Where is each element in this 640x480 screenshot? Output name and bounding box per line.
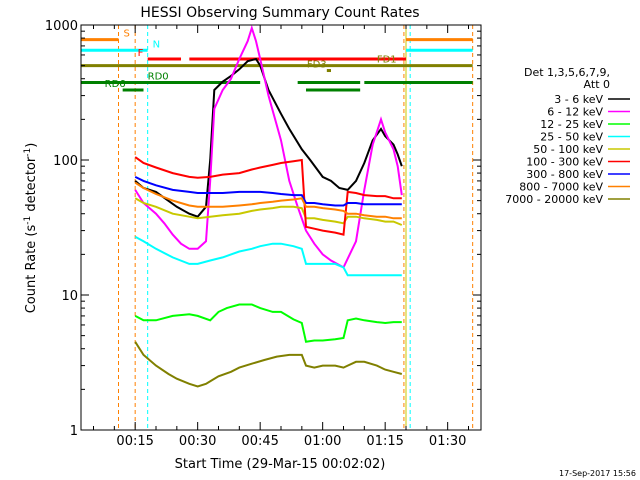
- x-tick-label: 00:15: [116, 434, 153, 449]
- series-line: [134, 57, 403, 218]
- flag-label: FD3: [307, 60, 327, 71]
- series-line: [134, 156, 402, 236]
- flag-label: N: [153, 39, 160, 50]
- series-line: [134, 175, 402, 207]
- legend-title: Det 1,3,5,6,7,9,: [524, 66, 610, 79]
- y-tick-label: 100: [53, 154, 78, 169]
- x-tick-label: 00:30: [179, 434, 216, 449]
- series-line: [134, 24, 403, 269]
- y-tick-label: 10: [61, 289, 78, 304]
- timestamp: 17-Sep-2017 15:56: [559, 469, 636, 478]
- legend-label: 800 - 7000 keV: [519, 181, 603, 194]
- chart-title: HESSI Observing Summary Count Rates: [140, 5, 419, 21]
- series-line: [134, 341, 403, 388]
- flag-label: RD6: [105, 79, 126, 90]
- series-line: [134, 303, 402, 343]
- legend-label: 7000 - 20000 keV: [505, 193, 603, 206]
- legend-label: 25 - 50 keV: [540, 131, 603, 144]
- x-tick-label: 01:00: [304, 434, 341, 449]
- x-tick-label: 00:45: [241, 434, 278, 449]
- series-line: [134, 197, 403, 226]
- y-tick-label: 1: [70, 424, 78, 439]
- legend-label: 100 - 300 keV: [526, 156, 603, 169]
- x-tick-label: 01:30: [429, 434, 466, 449]
- legend-label: 300 - 800 keV: [526, 168, 603, 181]
- legend-label: 3 - 6 keV: [554, 93, 603, 106]
- axes: 00:15 00:30 00:45 01:00 01:15 01:30 1 10 100 1000: [45, 19, 482, 449]
- flag-label: S: [124, 29, 130, 40]
- legend-label: 50 - 100 keV: [533, 143, 603, 156]
- axis-frame: [80, 24, 482, 431]
- flag-label: FD1: [377, 55, 397, 66]
- series-line: [134, 181, 402, 220]
- y-tick-label: 1000: [45, 19, 78, 34]
- flag-label: F: [138, 48, 144, 59]
- legend-label: 12 - 25 keV: [540, 118, 603, 131]
- series-line: [134, 235, 402, 277]
- plot-area: S NF FD1 FD3 RD0 RD6: [81, 24, 474, 430]
- x-tick-label: 01:15: [366, 434, 403, 449]
- legend-title: Att 0: [584, 78, 610, 91]
- flag-label: RD0: [148, 72, 169, 83]
- x-axis-label: Start Time (29-Mar-15 00:02:02): [175, 457, 386, 472]
- legend-label: 6 - 12 keV: [547, 106, 603, 119]
- y-axis-label: Count Rate (s-1 detector-1): [23, 143, 39, 314]
